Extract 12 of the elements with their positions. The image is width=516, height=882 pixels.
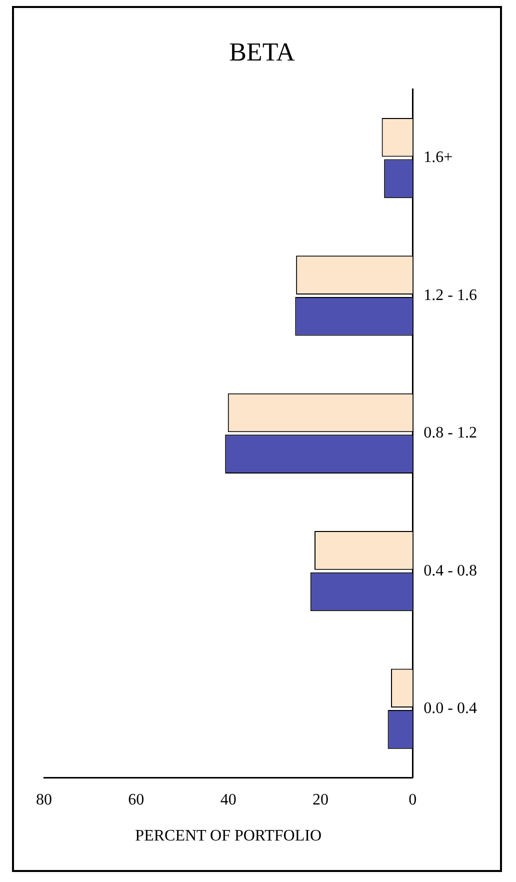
x-tick-label: 40	[220, 791, 236, 808]
y-tick-label: 0.0 - 0.4	[424, 700, 477, 717]
x-tick-label: 80	[36, 791, 52, 808]
y-tick-label: 0.4 - 0.8	[424, 562, 477, 580]
x-tick-label: 0	[408, 791, 417, 808]
y-tick-label: 1.2 - 1.6	[424, 286, 477, 304]
y-tick-label: 1.6+	[424, 149, 453, 166]
x-tick-label: 60	[128, 791, 144, 808]
x-axis-title: PERCENT OF PORTFOLIO	[135, 828, 322, 845]
chart-title: BETA	[229, 37, 296, 66]
y-tick-label: 0.8 - 1.2	[424, 424, 477, 442]
x-tick-label: 20	[312, 791, 329, 808]
